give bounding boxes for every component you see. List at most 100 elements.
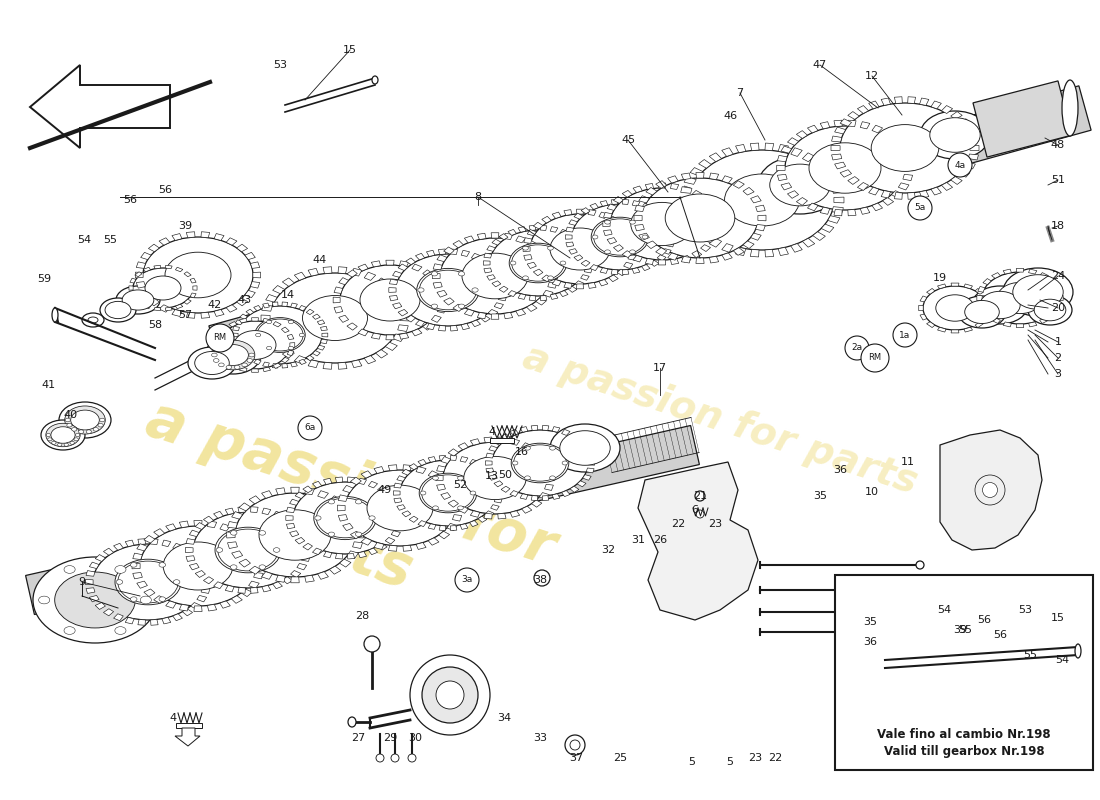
Polygon shape xyxy=(232,333,238,337)
Polygon shape xyxy=(821,207,829,214)
Polygon shape xyxy=(348,554,354,559)
Polygon shape xyxy=(231,529,242,536)
Polygon shape xyxy=(937,327,946,332)
Polygon shape xyxy=(536,298,547,305)
Polygon shape xyxy=(893,649,900,654)
Polygon shape xyxy=(646,241,657,249)
Polygon shape xyxy=(494,498,502,503)
Polygon shape xyxy=(498,295,507,301)
Polygon shape xyxy=(742,241,755,249)
Ellipse shape xyxy=(368,516,375,520)
Polygon shape xyxy=(436,475,443,481)
Polygon shape xyxy=(452,514,462,521)
Polygon shape xyxy=(882,130,893,138)
Polygon shape xyxy=(194,521,202,526)
Polygon shape xyxy=(160,238,169,246)
Polygon shape xyxy=(398,264,408,270)
Polygon shape xyxy=(262,586,271,592)
Polygon shape xyxy=(132,563,140,569)
Polygon shape xyxy=(186,547,194,553)
Ellipse shape xyxy=(431,272,438,276)
Ellipse shape xyxy=(227,366,232,370)
Polygon shape xyxy=(630,246,637,251)
Polygon shape xyxy=(965,127,976,134)
Polygon shape xyxy=(742,187,755,195)
Polygon shape xyxy=(650,208,659,214)
Polygon shape xyxy=(439,531,450,539)
Polygon shape xyxy=(540,295,547,301)
Polygon shape xyxy=(240,314,248,319)
Polygon shape xyxy=(1016,269,1024,272)
Polygon shape xyxy=(632,255,642,262)
Polygon shape xyxy=(635,225,645,231)
Polygon shape xyxy=(534,222,543,229)
Polygon shape xyxy=(136,282,145,288)
Polygon shape xyxy=(722,148,734,157)
Text: 43: 43 xyxy=(238,295,252,305)
Polygon shape xyxy=(983,314,990,320)
Polygon shape xyxy=(471,438,480,446)
Polygon shape xyxy=(832,186,844,194)
Polygon shape xyxy=(464,309,474,316)
Polygon shape xyxy=(478,464,487,470)
Ellipse shape xyxy=(530,214,630,284)
Polygon shape xyxy=(190,278,196,283)
Text: 47: 47 xyxy=(813,60,827,70)
Polygon shape xyxy=(604,230,612,235)
Polygon shape xyxy=(183,609,192,616)
Polygon shape xyxy=(411,264,422,271)
Ellipse shape xyxy=(591,218,649,257)
Polygon shape xyxy=(698,159,712,168)
Polygon shape xyxy=(355,532,363,538)
Polygon shape xyxy=(228,522,238,528)
Polygon shape xyxy=(542,426,549,430)
Text: 56: 56 xyxy=(123,195,138,205)
Polygon shape xyxy=(796,130,807,138)
Polygon shape xyxy=(266,294,277,302)
Ellipse shape xyxy=(46,434,51,437)
Polygon shape xyxy=(256,563,264,569)
Polygon shape xyxy=(229,363,236,369)
Polygon shape xyxy=(432,274,440,278)
Text: 14: 14 xyxy=(280,290,295,300)
Polygon shape xyxy=(251,262,260,268)
Polygon shape xyxy=(189,563,199,570)
Polygon shape xyxy=(238,506,245,513)
Polygon shape xyxy=(598,279,608,286)
Polygon shape xyxy=(931,101,942,109)
Polygon shape xyxy=(499,234,508,240)
Polygon shape xyxy=(305,488,315,494)
Ellipse shape xyxy=(163,542,233,590)
Polygon shape xyxy=(441,493,451,499)
Ellipse shape xyxy=(160,597,166,602)
Polygon shape xyxy=(499,286,508,292)
Text: 50: 50 xyxy=(498,470,512,480)
Polygon shape xyxy=(1055,304,1063,310)
Polygon shape xyxy=(251,282,260,288)
Text: 4: 4 xyxy=(488,427,496,437)
Polygon shape xyxy=(209,86,1091,370)
Polygon shape xyxy=(510,490,518,497)
Polygon shape xyxy=(283,577,293,584)
Polygon shape xyxy=(394,491,400,495)
Polygon shape xyxy=(926,289,935,294)
Polygon shape xyxy=(492,281,500,287)
Polygon shape xyxy=(393,302,402,309)
Ellipse shape xyxy=(248,358,253,362)
Text: 41: 41 xyxy=(41,380,55,390)
Polygon shape xyxy=(488,474,497,480)
Polygon shape xyxy=(656,181,667,188)
Polygon shape xyxy=(520,426,528,432)
Ellipse shape xyxy=(420,491,426,495)
Polygon shape xyxy=(443,298,454,305)
Polygon shape xyxy=(508,230,516,235)
Polygon shape xyxy=(905,166,913,170)
Polygon shape xyxy=(921,681,928,686)
Ellipse shape xyxy=(165,252,231,298)
Text: 52: 52 xyxy=(453,480,468,490)
Polygon shape xyxy=(175,728,200,746)
Polygon shape xyxy=(977,295,982,301)
Polygon shape xyxy=(148,244,159,252)
Polygon shape xyxy=(409,464,418,470)
Polygon shape xyxy=(318,490,329,498)
